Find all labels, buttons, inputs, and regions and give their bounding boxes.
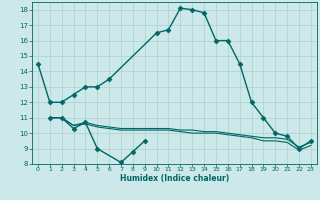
X-axis label: Humidex (Indice chaleur): Humidex (Indice chaleur) (120, 174, 229, 183)
